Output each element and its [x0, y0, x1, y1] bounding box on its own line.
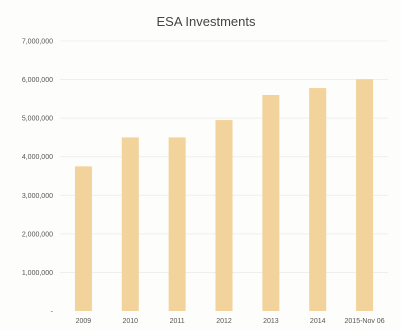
bar — [309, 88, 327, 311]
y-tick-label: 3,000,000 — [22, 193, 53, 200]
x-tick-label: 2013 — [263, 318, 279, 325]
y-tick-label: 7,000,000 — [22, 39, 53, 46]
bar — [215, 120, 233, 311]
y-tick-label: 2,000,000 — [22, 231, 53, 238]
x-tick-label: 2012 — [216, 318, 232, 325]
bar — [121, 137, 139, 311]
y-tick-label: 6,000,000 — [22, 77, 53, 84]
x-tick-label: 2010 — [122, 318, 138, 325]
y-tick-label: 1,000,000 — [22, 270, 53, 277]
x-axis-tick-labels: 2009 2010 2011 2012 2013 2014 2015-Nov 06 — [76, 318, 385, 325]
bar — [168, 137, 186, 311]
y-tick-label: 4,000,000 — [22, 154, 53, 161]
x-tick-label: 2009 — [76, 318, 92, 325]
x-tick-label: 2014 — [310, 318, 326, 325]
chart-title: ESA Investments — [157, 14, 256, 29]
bar — [356, 79, 374, 311]
y-axis-tick-labels: - 1,000,000 2,000,000 3,000,000 4,000,000 5,0… — [22, 39, 54, 316]
x-tick-label: 2011 — [170, 318, 185, 325]
bar — [262, 95, 280, 311]
bar — [74, 166, 92, 311]
x-tick-label: 2015-Nov 06 — [345, 318, 385, 325]
y-tick-label: - — [51, 309, 54, 316]
y-tick-label: 5,000,000 — [22, 116, 53, 123]
bars — [74, 79, 374, 311]
